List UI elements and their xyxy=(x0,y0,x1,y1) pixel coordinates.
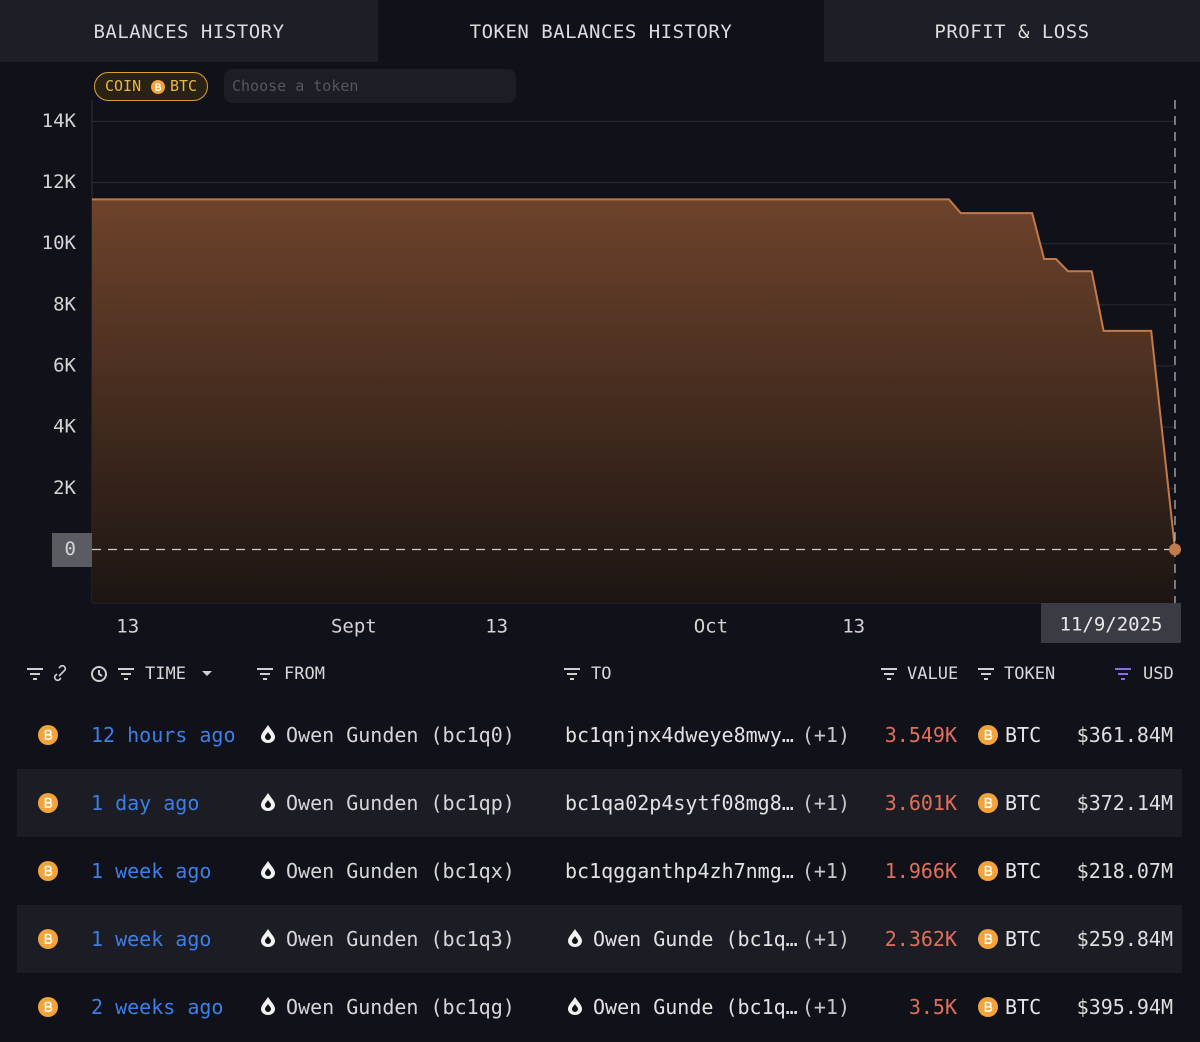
coin-icon xyxy=(151,80,165,94)
y-tick-label: 14K xyxy=(42,110,77,132)
time-link[interactable]: 12 hours ago xyxy=(91,723,236,747)
token: BTC xyxy=(1005,995,1042,1019)
to-address[interactable]: Owen Gunde (bc1q… xyxy=(593,927,798,951)
entity-icon xyxy=(261,793,275,811)
time-link[interactable]: 1 week ago xyxy=(91,927,212,951)
from-address[interactable]: Owen Gunden (bc1qp) xyxy=(286,791,515,815)
hover-point xyxy=(1169,543,1181,556)
time-link[interactable]: 1 week ago xyxy=(91,859,212,883)
filter-icon xyxy=(27,668,43,680)
y-tick-label: 10K xyxy=(42,232,77,254)
token: BTC xyxy=(1005,859,1042,883)
value: 3.5K xyxy=(908,995,957,1019)
chip-token: BTC xyxy=(170,77,198,95)
coin-icon xyxy=(38,793,58,813)
x-tick-label: 13 xyxy=(842,616,865,638)
entity-icon xyxy=(261,997,275,1015)
entity-icon xyxy=(568,929,582,947)
coin-icon xyxy=(978,997,998,1017)
usd: $259.84M xyxy=(1076,927,1173,951)
zero-highlight xyxy=(52,533,92,567)
value: 3.549K xyxy=(884,723,957,747)
filter-icon xyxy=(118,668,134,680)
column-header: USD xyxy=(1143,664,1174,684)
to-extra: (+1) xyxy=(801,791,850,815)
filter-icon xyxy=(1115,668,1131,680)
to-extra: (+1) xyxy=(801,927,850,951)
filter-icon xyxy=(881,668,897,680)
coin-icon xyxy=(978,929,998,949)
coin-icon xyxy=(38,725,58,745)
usd: $372.14M xyxy=(1076,791,1173,815)
from-address[interactable]: Owen Gunden (bc1qx) xyxy=(286,859,515,883)
time-link[interactable]: 2 weeks ago xyxy=(91,995,224,1019)
usd: $395.94M xyxy=(1076,995,1173,1019)
x-tick-label: 13 xyxy=(116,616,139,638)
coin-icon xyxy=(38,861,58,881)
usd: $218.07M xyxy=(1076,859,1173,883)
from-address[interactable]: Owen Gunden (bc1q3) xyxy=(286,927,515,951)
coin-icon xyxy=(978,793,998,813)
entity-icon xyxy=(261,861,275,879)
to-address[interactable]: bc1qa02p4sytf08mg8… xyxy=(565,791,794,815)
entity-icon xyxy=(261,725,275,743)
to-address[interactable]: bc1qgganthp4zh7nmg… xyxy=(565,859,794,883)
tab[interactable]: BALANCES HISTORY xyxy=(0,0,378,62)
filter-icon xyxy=(564,668,580,680)
crosshair-label-box xyxy=(1041,603,1181,643)
area-fill xyxy=(92,199,1175,603)
x-tick-label: Oct xyxy=(694,616,728,638)
y-tick-label: 0 xyxy=(65,538,76,560)
value: 1.966K xyxy=(884,859,957,883)
table: TIME FROM TO VALUE TOKEN USD 12 hours ago Owen … xyxy=(0,645,1200,1042)
column-header: FROM xyxy=(284,664,325,684)
chip-label: COIN xyxy=(105,77,142,95)
token: BTC xyxy=(1005,791,1042,815)
value: 3.601K xyxy=(884,791,957,815)
column-header: TO xyxy=(591,664,612,684)
coin-icon xyxy=(978,725,998,745)
clock-icon xyxy=(91,666,107,682)
coin-icon xyxy=(38,929,58,949)
usd: $361.84M xyxy=(1076,723,1173,747)
to-address[interactable]: Owen Gunde (bc1q… xyxy=(593,995,798,1019)
x-tick-label: Sept xyxy=(331,616,377,638)
chart: 0 2K 4K 6K 8K 10K 12K 14K 13 Sept 13 Oct 13 11/9/2025 xyxy=(42,100,1181,643)
from-address[interactable]: Owen Gunden (bc1q0) xyxy=(286,723,515,747)
y-tick-label: 6K xyxy=(53,355,76,377)
column-header: VALUE xyxy=(907,664,959,684)
column-header: TOKEN xyxy=(1004,664,1056,684)
tab-active[interactable]: TOKEN BALANCES HISTORY xyxy=(378,0,824,62)
filter-icon xyxy=(978,668,994,680)
to-extra: (+1) xyxy=(801,995,850,1019)
coin-icon xyxy=(38,997,58,1017)
tab[interactable]: PROFIT & LOSS xyxy=(824,0,1200,62)
y-tick-label: 4K xyxy=(53,416,76,438)
to-address[interactable]: bc1qnjnx4dweye8mwy… xyxy=(565,723,794,747)
y-tick-label: 12K xyxy=(42,171,77,193)
area-line xyxy=(92,198,1176,550)
entity-icon xyxy=(568,997,582,1015)
y-tick-label: 8K xyxy=(53,293,76,315)
link-icon xyxy=(53,665,67,682)
time-link[interactable]: 1 day ago xyxy=(91,791,200,815)
to-extra: (+1) xyxy=(801,723,850,747)
column-header: TIME xyxy=(145,664,186,684)
filter-icon xyxy=(257,668,273,680)
sort-caret xyxy=(202,671,212,676)
crosshair-label: 11/9/2025 xyxy=(1060,614,1163,636)
y-tick-label: 2K xyxy=(53,477,76,499)
token: BTC xyxy=(1005,927,1042,951)
coin-chip[interactable]: COIN BTC xyxy=(94,72,208,101)
coin-icon xyxy=(978,861,998,881)
to-extra: (+1) xyxy=(801,859,850,883)
value: 2.362K xyxy=(884,927,957,951)
token: BTC xyxy=(1005,723,1042,747)
token-input[interactable]: Choose a token xyxy=(224,69,516,103)
from-address[interactable]: Owen Gunden (bc1qg) xyxy=(286,995,515,1019)
token-input-placeholder: Choose a token xyxy=(232,77,359,95)
x-tick-label: 13 xyxy=(485,616,508,638)
entity-icon xyxy=(261,929,275,947)
